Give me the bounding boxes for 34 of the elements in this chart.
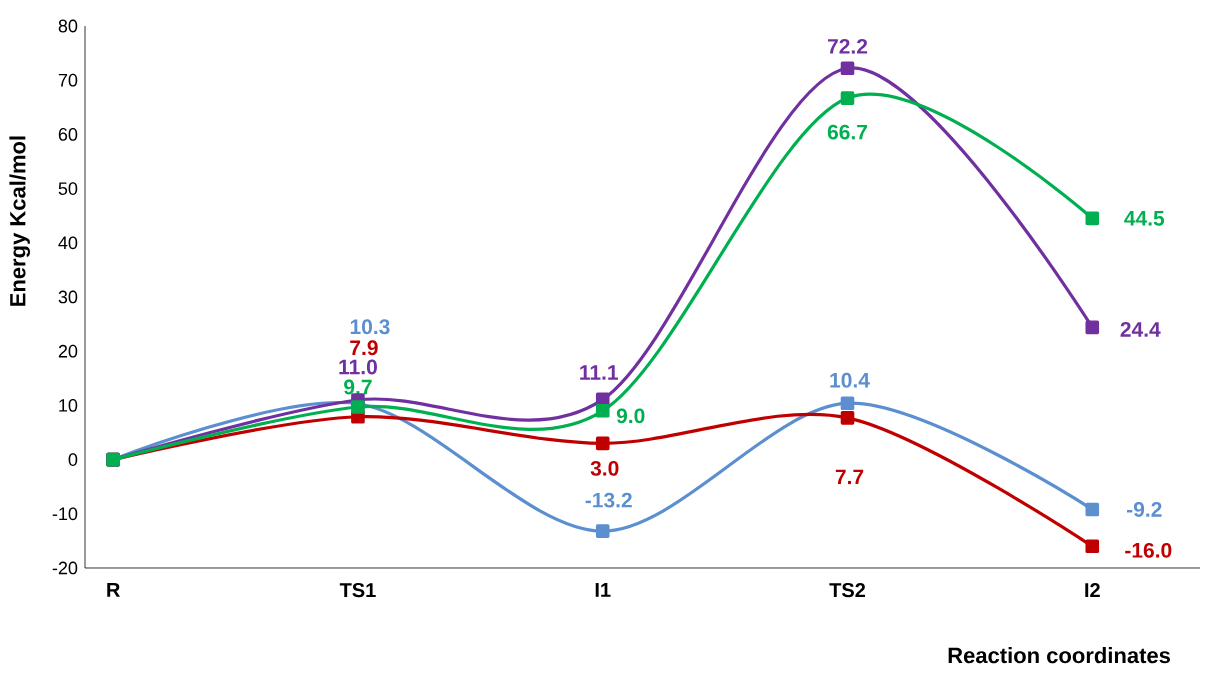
y-tick-label: 0 bbox=[68, 453, 78, 466]
x-tick-label: I2 bbox=[1085, 583, 1100, 598]
data-label: 3.0 bbox=[590, 460, 619, 476]
y-tick-label: 20 bbox=[58, 344, 78, 358]
data-label: 44.5 bbox=[1124, 211, 1165, 226]
y-tick-label: 60 bbox=[58, 128, 78, 141]
x-tick-label: TS1 bbox=[339, 583, 376, 598]
data-label: 10.4 bbox=[830, 372, 870, 388]
y-tick-label: 70 bbox=[58, 73, 78, 87]
data-label: -9.2 bbox=[1127, 502, 1162, 517]
data-label: 10.3 bbox=[350, 319, 390, 335]
y-tick-label: 80 bbox=[58, 19, 78, 33]
data-label: 72.2 bbox=[827, 38, 868, 54]
y-tick-label: 10 bbox=[59, 399, 78, 412]
data-label: 66.7 bbox=[827, 124, 868, 140]
x-tick-label: I1 bbox=[595, 583, 611, 597]
y-tick-label: 50 bbox=[58, 182, 78, 195]
data-label: 9.0 bbox=[616, 408, 645, 424]
data-label: 7.7 bbox=[835, 469, 864, 485]
data-label: 9.7 bbox=[344, 379, 372, 395]
y-tick-label: 30 bbox=[58, 290, 78, 304]
y-tick-label: -20 bbox=[52, 561, 78, 575]
x-axis-title: Reaction coordinates bbox=[948, 647, 1170, 664]
data-label: 11.1 bbox=[580, 365, 618, 380]
x-tick-label: R bbox=[107, 583, 120, 597]
data-label: -16.0 bbox=[1125, 542, 1172, 558]
y-axis-title: Energy Kcal/mol bbox=[9, 136, 31, 306]
x-tick-label: TS2 bbox=[829, 583, 866, 598]
data-label: -13.2 bbox=[585, 492, 632, 508]
y-tick-label: 40 bbox=[58, 236, 78, 250]
data-label: 7.9 bbox=[350, 340, 378, 356]
data-label: 11.0 bbox=[339, 359, 377, 375]
y-tick-label: -10 bbox=[52, 507, 78, 521]
data-label: 24.4 bbox=[1120, 322, 1161, 337]
